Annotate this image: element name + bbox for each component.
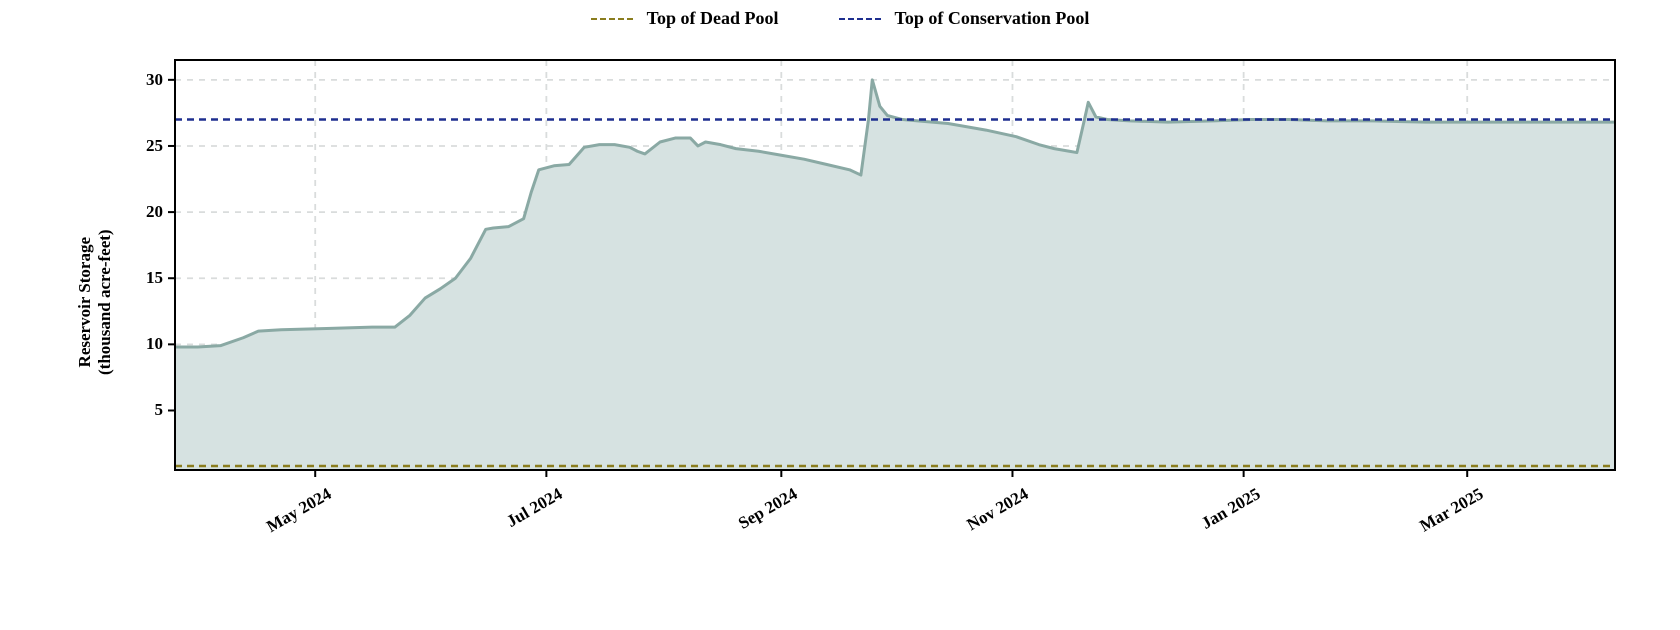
ytick-15: 15 [123,268,163,288]
y-axis-label-line2: (thousand acre-feet) [95,229,114,375]
ytick-20: 20 [123,202,163,222]
legend-swatch-conservation-pool [839,18,881,20]
legend-item-dead-pool: Top of Dead Pool [591,8,779,29]
reservoir-storage-chart: Top of Dead Pool Top of Conservation Poo… [0,0,1680,630]
legend-swatch-dead-pool [591,18,633,20]
ytick-10: 10 [123,334,163,354]
ytick-25: 25 [123,136,163,156]
y-axis-label-line1: Reservoir Storage [75,237,94,367]
ytick-5: 5 [123,400,163,420]
legend-item-conservation-pool: Top of Conservation Pool [839,8,1090,29]
ytick-30: 30 [123,70,163,90]
legend-label-conservation-pool: Top of Conservation Pool [895,8,1090,29]
chart-legend: Top of Dead Pool Top of Conservation Poo… [0,8,1680,29]
storage-area [175,80,1615,470]
y-axis-label: Reservoir Storage (thousand acre-feet) [75,229,114,375]
legend-label-dead-pool: Top of Dead Pool [647,8,779,29]
